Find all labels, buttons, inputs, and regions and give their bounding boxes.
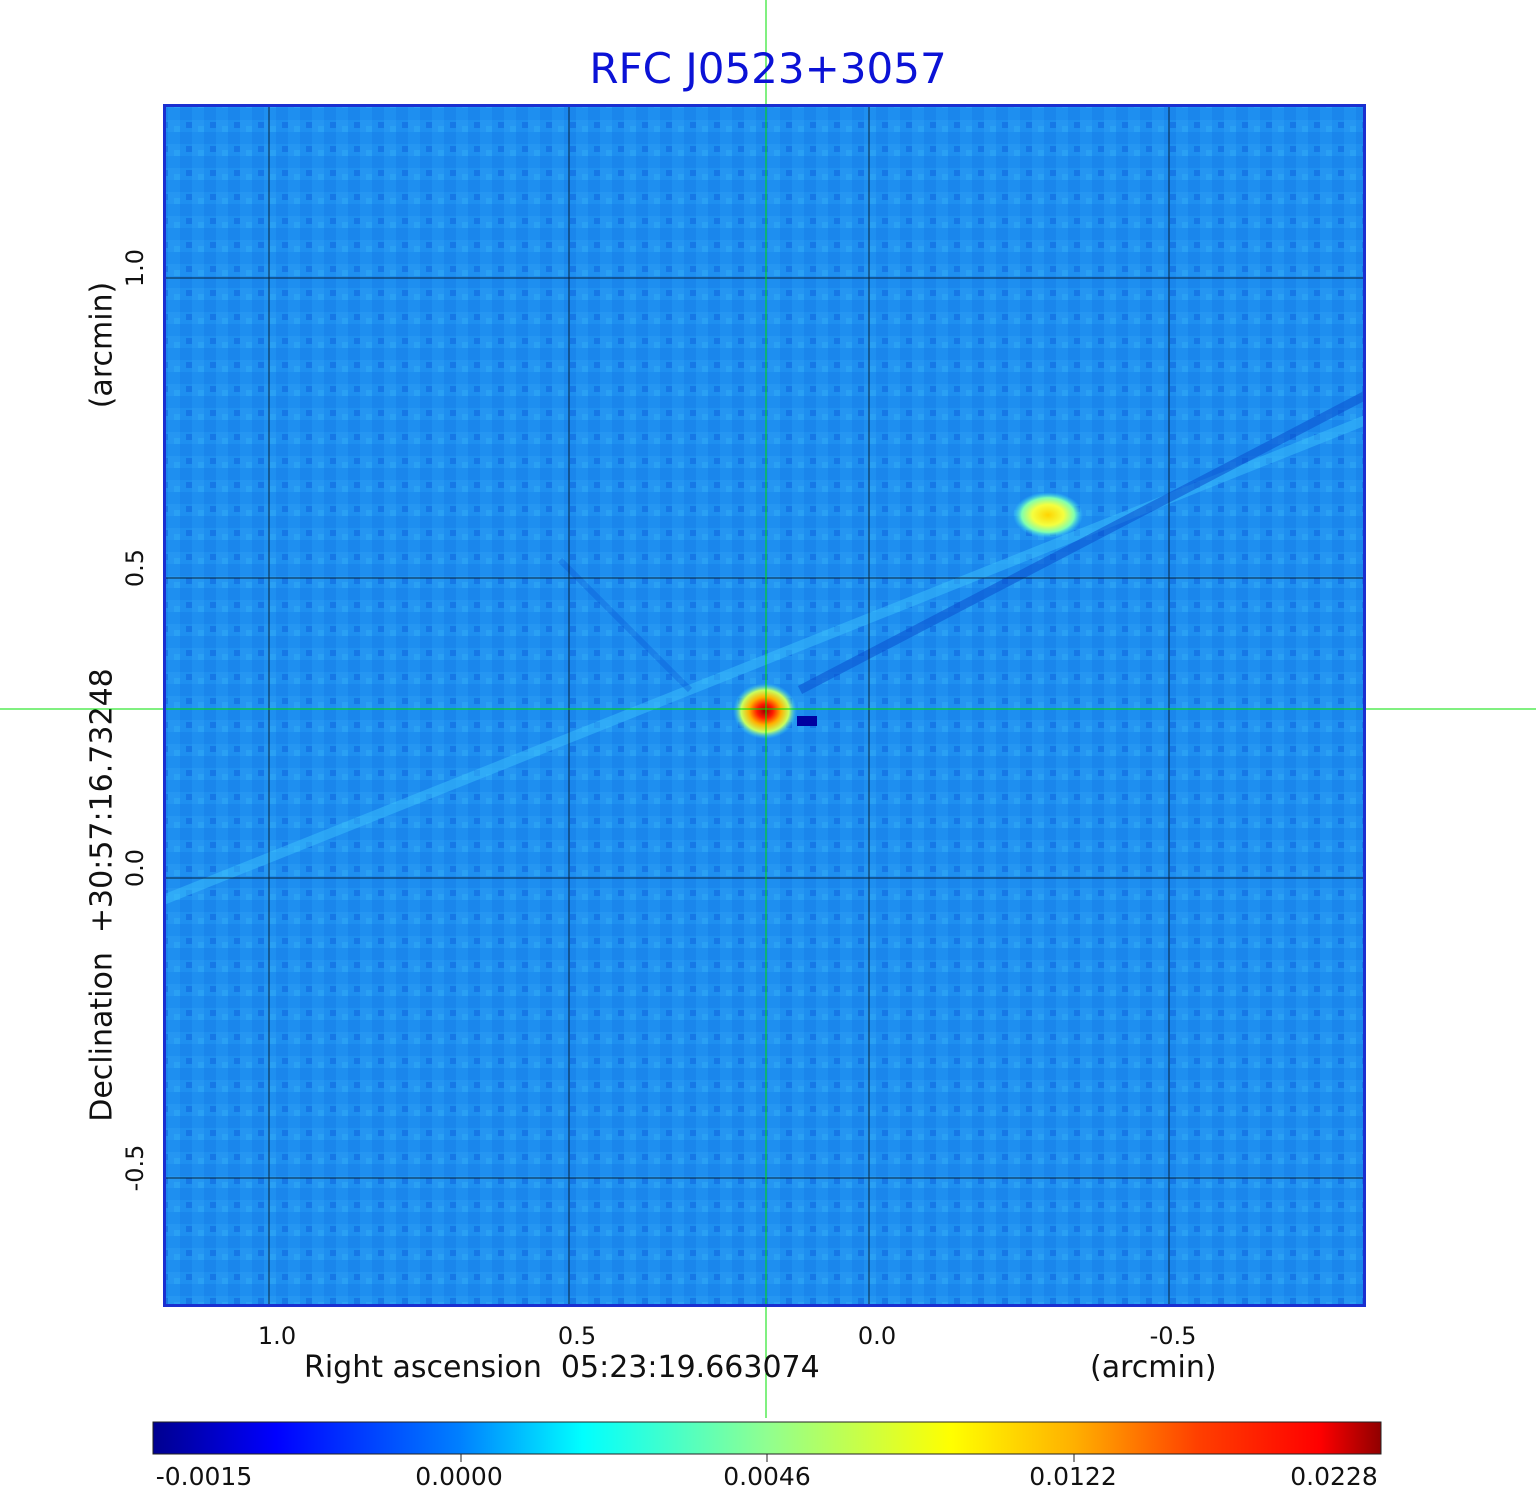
dec-tick-label: 1.0: [121, 248, 149, 288]
page-title: RFC J0523+3057: [589, 44, 947, 93]
map-frame: [163, 104, 1366, 1307]
coordinate-grid: [165, 106, 1364, 1305]
x-axis-unit: (arcmin): [1090, 1350, 1217, 1385]
ra-tick-label: 0.0: [857, 1322, 897, 1350]
colorbar-tick-label: 0.0046: [723, 1462, 811, 1491]
secondary-source: [1013, 492, 1083, 538]
streak-dark: [797, 391, 1366, 694]
colorbar-tick-label: 0.0122: [1029, 1462, 1117, 1491]
colorbar: [152, 1421, 1382, 1455]
colorbar-tick-marks: [460, 1454, 1075, 1462]
colorbar-tick-label: 0.0228: [1290, 1462, 1378, 1491]
y-axis-unit: (arcmin): [84, 281, 120, 409]
dec-tick-label: 0.5: [121, 548, 149, 588]
colorbar-tick-label: -0.0015: [155, 1462, 253, 1491]
ra-tick-label: 0.5: [557, 1322, 597, 1350]
colorbar-tick-label: 0.0000: [415, 1462, 503, 1491]
crosshair[interactable]: [0, 0, 1536, 1418]
y-axis-label: Declination +30:57:16.73248: [84, 668, 120, 1122]
x-axis-label: Right ascension 05:23:19.663074: [304, 1350, 820, 1385]
ra-tick-label: -0.5: [1149, 1322, 1197, 1350]
streak-dark-2: [557, 557, 693, 693]
primary-source: [733, 683, 797, 739]
ra-tick-label: 1.0: [257, 1322, 297, 1350]
dec-tick-label: 0.0: [121, 848, 149, 888]
dec-tick-label: -0.5: [121, 1144, 149, 1192]
negative-pixel: [797, 716, 817, 726]
